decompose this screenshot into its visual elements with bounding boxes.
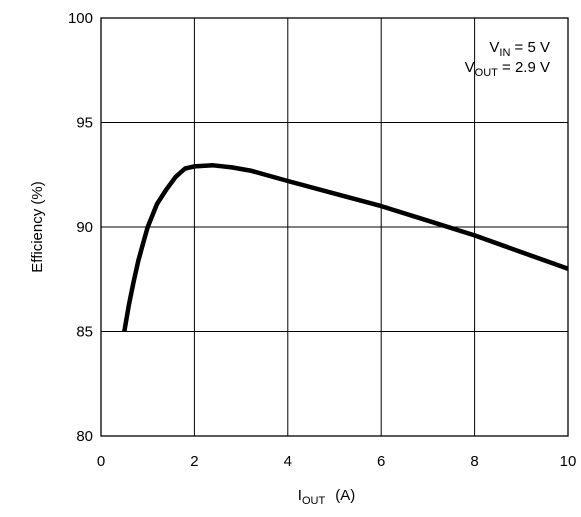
x-tick-label: 2 — [190, 453, 198, 470]
y-tick-label: 80 — [76, 428, 93, 445]
x-tick-label: 8 — [470, 453, 478, 470]
x-tick-label: 0 — [97, 453, 105, 470]
x-axis-title-main: I — [298, 487, 302, 504]
annotation-vout: VOUT = 2.9 V — [465, 59, 550, 79]
y-tick-label: 85 — [76, 324, 93, 341]
annotation-vin-sub: IN — [499, 47, 510, 59]
annotation-vout-rest: = 2.9 V — [498, 59, 550, 76]
x-axis-title-sub: OUT — [302, 495, 326, 507]
x-axis-title: IOUT (A) — [298, 487, 355, 507]
grid — [101, 18, 568, 436]
tick-labels: 0 2 4 6 8 10 80 85 90 95 100 — [68, 10, 576, 470]
y-tick-label: 95 — [76, 115, 93, 132]
y-tick-label: 100 — [68, 10, 93, 27]
plot-frame — [100, 17, 569, 437]
x-tick-label: 4 — [284, 453, 292, 470]
efficiency-curve — [122, 163, 569, 332]
x-axis-title-unit: (A) — [335, 487, 355, 504]
series-layer — [122, 163, 569, 332]
y-tick-label: 90 — [76, 219, 93, 236]
annotation-vin-main: V — [489, 39, 499, 56]
annotation-vin-rest: = 5 V — [510, 39, 550, 56]
y-axis-title: Efficiency (%) — [29, 181, 46, 272]
annotation-vout-sub: OUT — [475, 67, 499, 79]
x-tick-label: 6 — [377, 453, 385, 470]
annotation-vin: VIN = 5 V — [489, 39, 550, 59]
x-tick-label: 10 — [560, 453, 577, 470]
annotation-vout-main: V — [465, 59, 475, 76]
